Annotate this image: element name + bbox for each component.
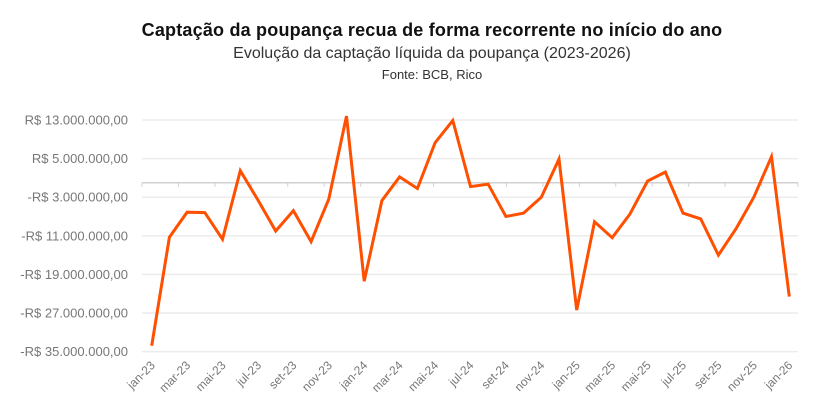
chart-subtitle: Evolução da captação líquida da poupança… bbox=[233, 45, 631, 62]
y-tick-label: -R$ 3.000.000,00 bbox=[28, 190, 128, 205]
x-tick-label: set-24 bbox=[479, 358, 513, 392]
y-tick-label: -R$ 11.000.000,00 bbox=[21, 228, 128, 243]
x-tick-label: nov-24 bbox=[512, 358, 548, 394]
x-tick-label: jul-25 bbox=[658, 358, 690, 390]
series-layer bbox=[150, 115, 791, 347]
x-tick-label: nov-25 bbox=[724, 358, 760, 394]
x-tick-label: jan-26 bbox=[761, 358, 795, 392]
x-tick-label: jan-24 bbox=[336, 358, 370, 392]
x-tick-label: mar-25 bbox=[582, 358, 619, 395]
x-tick-label: set-23 bbox=[266, 358, 300, 392]
x-tick-label: jan-25 bbox=[549, 358, 583, 392]
x-tick-label: mai-24 bbox=[405, 358, 441, 394]
y-tick-label: R$ 5.000.000,00 bbox=[32, 151, 128, 166]
x-tick-label: set-25 bbox=[691, 358, 725, 392]
x-tick-label: nov-23 bbox=[299, 358, 335, 394]
x-tick-label: mar-23 bbox=[156, 358, 193, 395]
chart-source: Fonte: BCB, Rico bbox=[381, 67, 483, 82]
y-tick-label: -R$ 35.000.000,00 bbox=[20, 344, 128, 359]
gridlines bbox=[141, 119, 799, 353]
y-tick-label: R$ 13.000.000,00 bbox=[25, 113, 128, 128]
x-tick-label: jul-23 bbox=[233, 358, 265, 390]
y-axis-labels: R$ 13.000.000,00 R$ 5.000.000,00 -R$ 3.000… bbox=[20, 113, 128, 360]
y-tick-label: -R$ 19.000.000,00 bbox=[20, 267, 128, 282]
x-tick-label: mar-24 bbox=[369, 358, 406, 395]
chart-title: Captação da poupança recua de forma reco… bbox=[141, 20, 723, 40]
x-tick-label: jan-23 bbox=[124, 358, 158, 392]
series-line bbox=[150, 115, 791, 347]
x-tick-label: mai-25 bbox=[618, 358, 654, 394]
y-tick-label: -R$ 27.000.000,00 bbox=[20, 306, 128, 321]
x-tick-label: mai-23 bbox=[193, 358, 229, 394]
x-tick-label: jul-24 bbox=[445, 358, 477, 390]
